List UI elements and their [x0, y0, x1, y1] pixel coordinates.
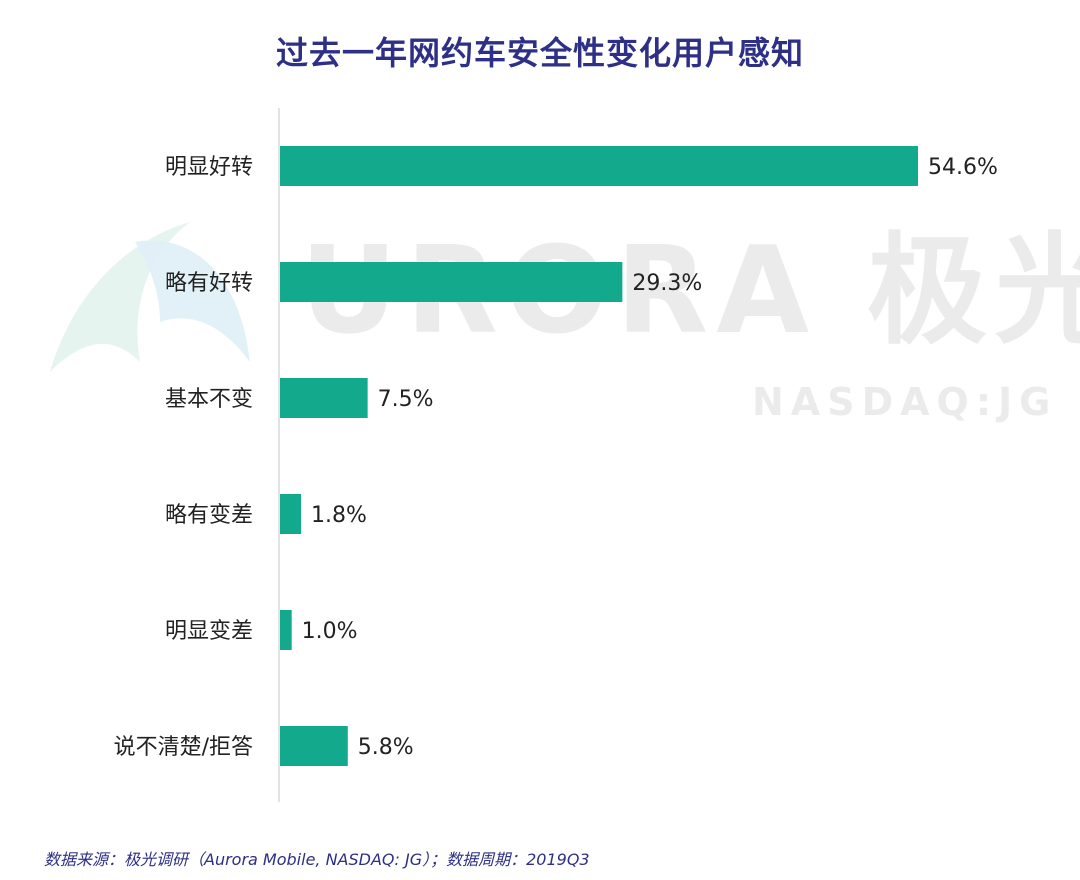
category-label: 基本不变 [165, 387, 253, 412]
bar [280, 726, 348, 766]
bar-value-label: 1.0% [302, 619, 358, 644]
category-label: 明显变差 [165, 619, 253, 644]
bar [280, 378, 368, 418]
aurora-logo-watermark-icon [50, 222, 250, 372]
nasdaq-watermark-text: NASDAQ:JG [752, 380, 1058, 424]
bar [280, 610, 292, 650]
data-source-note: 数据来源：极光调研（Aurora Mobile, NASDAQ: JG）；数据周… [44, 850, 590, 869]
bar-value-label: 1.8% [311, 503, 367, 528]
bar-value-label: 7.5% [378, 387, 434, 412]
category-label: 略有好转 [165, 271, 253, 296]
bar [280, 146, 918, 186]
bar-value-label: 5.8% [358, 735, 414, 760]
bar [280, 494, 302, 534]
bar-value-label: 29.3% [632, 271, 702, 296]
bar [280, 262, 623, 302]
category-label: 明显好转 [165, 155, 253, 180]
bar-value-label: 54.6% [928, 155, 998, 180]
category-label: 说不清楚/拒答 [114, 735, 253, 760]
category-label: 略有变差 [165, 503, 253, 528]
chart-title: 过去一年网约车安全性变化用户感知 [275, 34, 804, 72]
